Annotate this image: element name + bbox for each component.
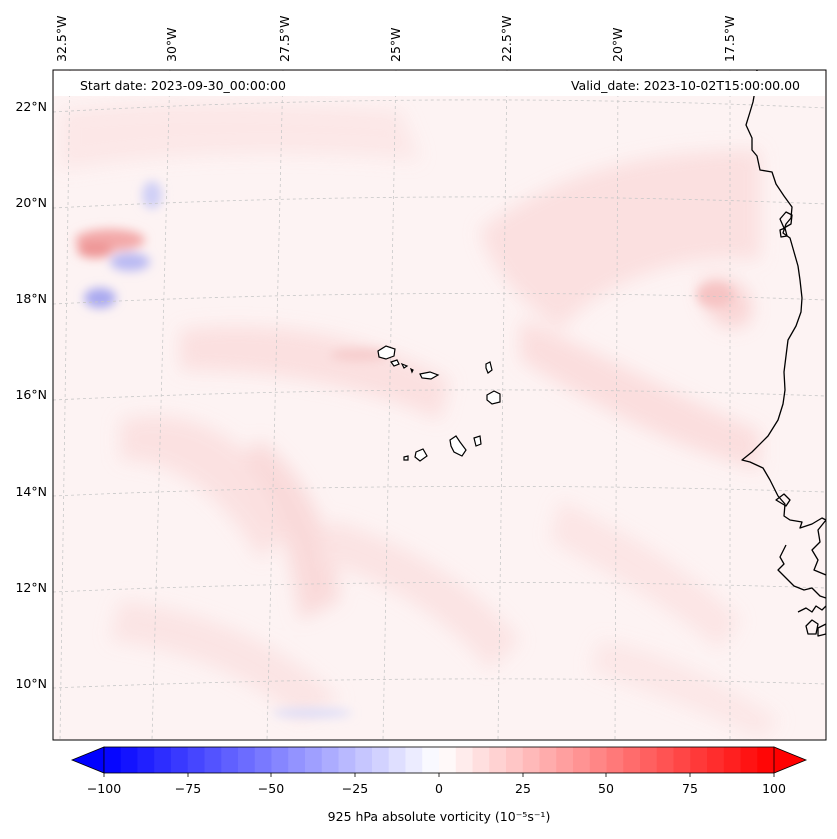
colorbar-tick: 25 <box>515 773 531 796</box>
date-header-bar <box>54 71 825 96</box>
colorbar-segment <box>455 747 474 773</box>
colorbar-segment <box>104 747 122 773</box>
colorbar-tick: −50 <box>258 773 284 796</box>
colorbar-segment <box>522 747 541 773</box>
colorbar-segment <box>338 747 356 773</box>
lat-label-16n: 16°N <box>15 387 47 402</box>
colorbar-segment <box>556 747 574 773</box>
lon-label-20w: 20°W <box>610 27 625 62</box>
colorbar-title: 925 hPa absolute vorticity (10⁻⁵s⁻¹) <box>328 809 551 824</box>
colorbar-segment <box>137 747 155 773</box>
colorbar-segment <box>271 747 289 773</box>
colorbar-segment <box>656 747 675 773</box>
colorbar-segment <box>321 747 340 773</box>
map-panel: Start date: 2023-09-30_00:00:00 Valid_da… <box>15 16 827 741</box>
colorbar-tick-label: 25 <box>515 781 531 796</box>
colorbar-segment <box>187 747 206 773</box>
lon-label-17-5w: 17.5°W <box>722 16 737 62</box>
lon-label-32-5w: 32.5°W <box>54 16 69 62</box>
cape-verde-islands <box>377 345 501 462</box>
lat-label-22n: 22°N <box>15 99 47 114</box>
map-frame <box>52 69 827 741</box>
colorbar-segment <box>288 747 306 773</box>
colorbar-tick-label: −75 <box>175 781 201 796</box>
colorbar-segment <box>489 747 507 773</box>
colorbar-segment <box>539 747 557 773</box>
colorbar-tick: −75 <box>175 773 201 796</box>
colorbar-segment <box>439 747 457 773</box>
valid-date-label: Valid_date: 2023-10-02T15:00:00.00 <box>571 78 800 93</box>
start-date-label: Start date: 2023-09-30_00:00:00 <box>80 78 286 93</box>
colorbar-segment <box>422 747 440 773</box>
lat-label-20n: 20°N <box>15 195 47 210</box>
colorbar-segment <box>673 747 691 773</box>
coastline <box>741 70 826 637</box>
colorbar-segment <box>405 747 423 773</box>
colorbar-tick: −25 <box>342 773 368 796</box>
colorbar-tick: 100 <box>762 773 786 796</box>
colorbar-high-extend <box>773 746 808 774</box>
colorbar-tick: 0 <box>435 773 443 796</box>
colorbar-tick-label: 75 <box>682 781 698 796</box>
longitude-labels: 32.5°W 30°W 27.5°W 25°W 22.5°W 20°W 17.5… <box>54 16 737 62</box>
colorbar-segment <box>472 747 490 773</box>
latitude-labels: 22°N 20°N 18°N 16°N 14°N 12°N 10°N <box>15 99 47 691</box>
colorbar-segment <box>623 747 641 773</box>
colorbar-segment <box>757 747 775 773</box>
colorbar-segment <box>606 747 624 773</box>
colorbar-tick-label: −50 <box>258 781 284 796</box>
colorbar-tick: 50 <box>598 773 614 796</box>
colorbar-segment <box>120 747 139 773</box>
colorbar-segment <box>305 747 323 773</box>
colorbar-tick-label: 50 <box>598 781 614 796</box>
colorbar-segment <box>573 747 591 773</box>
colorbar-segment <box>506 747 524 773</box>
lat-label-14n: 14°N <box>15 484 47 499</box>
colorbar-tick-label: 100 <box>762 781 786 796</box>
colorbar-segment <box>707 747 725 773</box>
colorbar-tick-label: −100 <box>87 781 121 796</box>
colorbar-segment <box>723 747 742 773</box>
colorbar-ticks: −100 −75 −50 −25 0 25 <box>87 773 786 796</box>
colorbar-segment <box>355 747 373 773</box>
lon-label-30w: 30°W <box>164 27 179 62</box>
vorticity-field <box>60 102 780 740</box>
colorbar-tick-label: 0 <box>435 781 443 796</box>
colorbar-segment <box>388 747 407 773</box>
lat-label-12n: 12°N <box>15 580 47 595</box>
colorbar-segment <box>372 747 390 773</box>
colorbar-tick-label: −25 <box>342 781 368 796</box>
colorbar-segments <box>104 747 775 773</box>
colorbar-segment <box>204 747 222 773</box>
colorbar-tick: −100 <box>87 773 121 796</box>
colorbar: −100 −75 −50 −25 0 25 <box>70 746 808 824</box>
lat-label-18n: 18°N <box>15 291 47 306</box>
colorbar-segment <box>154 747 172 773</box>
colorbar-low-extend <box>70 746 105 774</box>
colorbar-segment <box>254 747 273 773</box>
colorbar-segment <box>740 747 758 773</box>
colorbar-segment <box>690 747 708 773</box>
lon-label-27-5w: 27.5°W <box>277 16 292 62</box>
colorbar-segment <box>238 747 256 773</box>
colorbar-segment <box>171 747 189 773</box>
graticule <box>53 70 826 740</box>
colorbar-tick: 75 <box>682 773 698 796</box>
colorbar-segment <box>221 747 239 773</box>
colorbar-segment <box>589 747 608 773</box>
lat-label-10n: 10°N <box>15 676 47 691</box>
lon-label-25w: 25°W <box>388 27 403 62</box>
lon-label-22-5w: 22.5°W <box>499 16 514 62</box>
colorbar-segment <box>640 747 658 773</box>
